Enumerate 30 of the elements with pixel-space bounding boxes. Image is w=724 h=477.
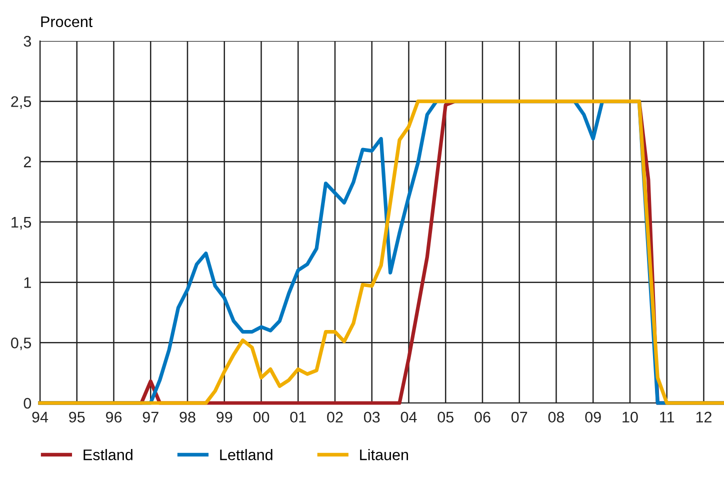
y-tick-label: 0,5 <box>11 338 32 350</box>
y-tick-label: 1,5 <box>12 217 32 230</box>
x-tick-label: 01 <box>290 412 306 423</box>
x-tick-label: 95 <box>69 412 85 423</box>
x-tick-label: 04 <box>400 412 417 423</box>
x-tick-label: 97 <box>142 412 158 423</box>
y-tick-label: 2 <box>24 156 31 168</box>
x-tick-label: 02 <box>327 412 343 423</box>
x-tick-label: 03 <box>364 412 380 423</box>
y-tick-label: 2,5 <box>11 96 32 109</box>
x-tick-label: 07 <box>511 412 528 423</box>
y-tick-label: 3 <box>24 36 31 47</box>
x-tick-label: 98 <box>180 412 196 423</box>
x-tick-label: 10 <box>622 412 638 423</box>
y-axis-title: Procent <box>41 16 93 28</box>
x-tick-label: 00 <box>253 412 270 423</box>
x-tick-label: 11 <box>660 412 674 422</box>
y-tick-label: 1 <box>24 277 31 288</box>
x-tick-label: 08 <box>548 412 564 423</box>
x-tick-label: 99 <box>216 412 232 423</box>
x-tick-label: 94 <box>32 412 48 423</box>
legend-label: Lettland <box>220 449 272 460</box>
x-tick-label: 12 <box>696 412 712 422</box>
legend-label: Estland <box>84 449 132 460</box>
x-tick-label: 05 <box>438 412 454 423</box>
y-tick-label: 0 <box>24 398 32 409</box>
x-tick-label: 96 <box>106 412 122 423</box>
legend-label: Litauen <box>360 449 408 460</box>
x-tick-label: 06 <box>474 412 490 423</box>
x-tick-label: 09 <box>585 412 601 423</box>
